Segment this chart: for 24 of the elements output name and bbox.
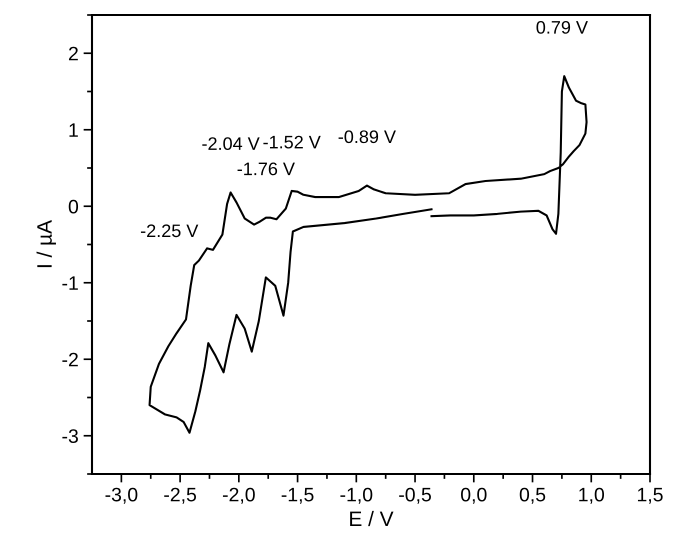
x-tick-label: 1,0 — [579, 488, 604, 504]
annotation: 0.79 V — [536, 20, 588, 34]
y-tick-label: -3 — [62, 429, 78, 443]
x-tick-label: 0,0 — [461, 488, 487, 504]
x-tick-label: -0,5 — [399, 488, 431, 504]
x-axis-title: E / V — [350, 510, 394, 526]
x-tick-label: -3,0 — [105, 488, 138, 504]
y-tick-label: 2 — [68, 46, 78, 60]
annotation: -0.89 V — [338, 130, 396, 144]
y-axis-title: I / µA — [36, 220, 56, 268]
x-tick-label: -2,0 — [222, 488, 255, 504]
y-tick-label: -1 — [62, 276, 78, 290]
x-tick-label: -1,5 — [282, 488, 314, 504]
x-tick-label: -2,5 — [164, 488, 196, 504]
x-tick-label: 1,5 — [638, 488, 663, 504]
x-tick-label: -1,0 — [340, 488, 372, 504]
annotation: -1.52 V — [263, 136, 321, 148]
annotation: -1.76 V — [238, 162, 295, 176]
annotation: -2.25 V — [140, 224, 198, 238]
y-tick-label: -2 — [62, 352, 78, 366]
annotation: -2.04 V — [202, 137, 260, 150]
y-tick-label: 0 — [68, 200, 78, 214]
y-tick-label: 1 — [69, 123, 78, 137]
x-tick-label: 0,5 — [520, 488, 546, 504]
